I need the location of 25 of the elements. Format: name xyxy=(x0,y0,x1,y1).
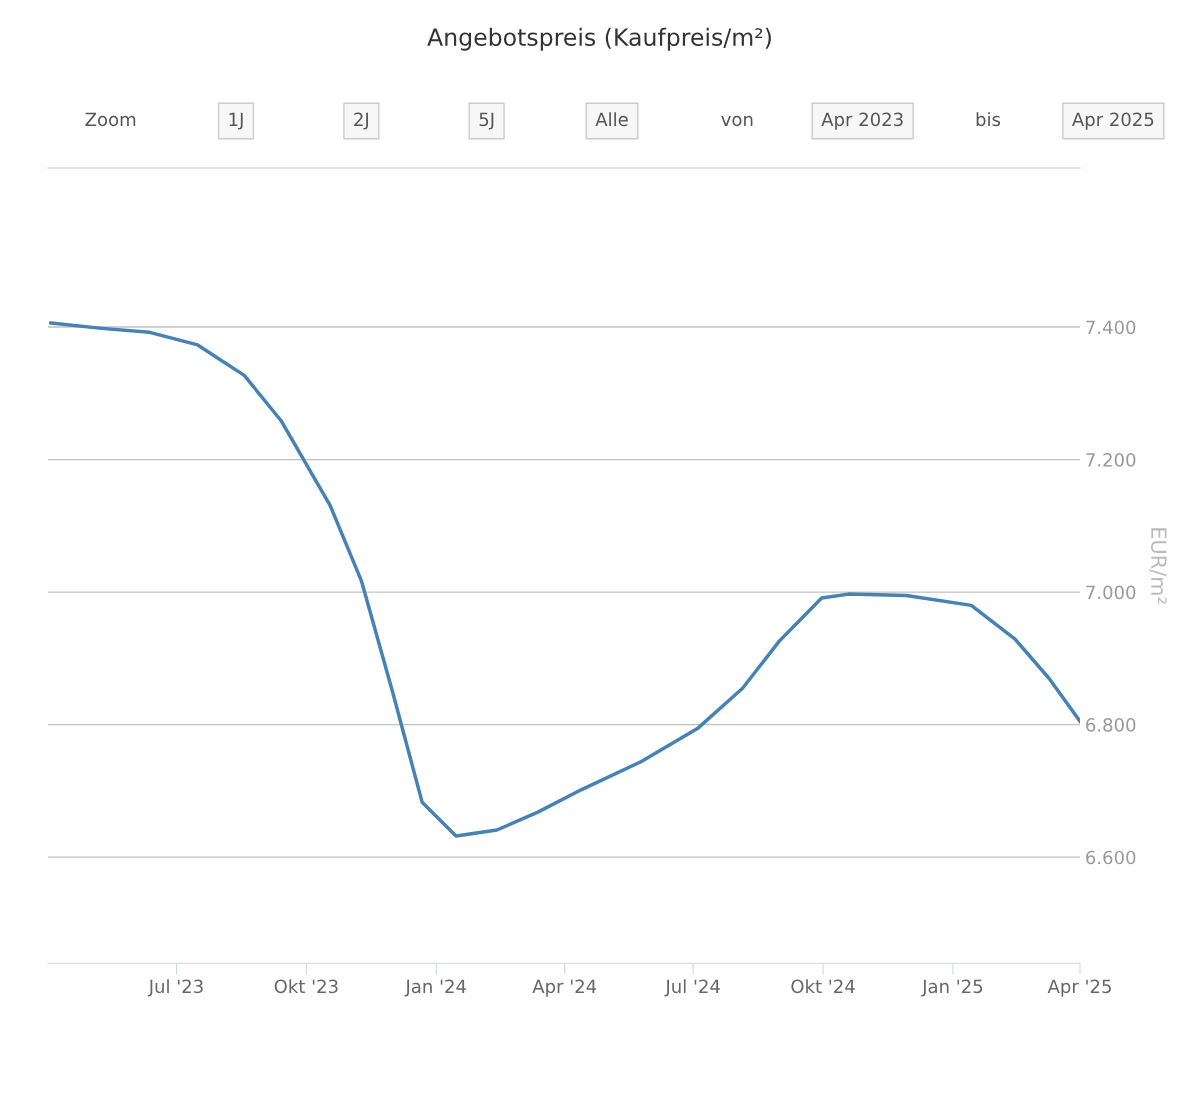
text: Alle xyxy=(595,112,628,127)
x-tick-label: Okt '23 xyxy=(274,979,338,994)
text: 1J xyxy=(229,112,243,130)
x-tick-label: Apr '24 xyxy=(532,979,597,997)
line-series xyxy=(49,321,1080,838)
y-tick-label: 6.800 xyxy=(1086,718,1136,732)
text: 2J xyxy=(354,112,368,130)
x-tick-label: Okt '24 xyxy=(791,979,855,994)
x-tick-label: Apr '25 xyxy=(1047,979,1111,997)
y-tick-label: 7.000 xyxy=(1086,585,1136,600)
text: 5J xyxy=(479,112,494,130)
y-tick-label: 6.600 xyxy=(1086,850,1136,865)
y-tick-label: 7.400 xyxy=(1086,320,1136,335)
chart-title: Angebotspreis (Kaufpreis/m²) xyxy=(427,27,771,51)
y-tick-label: 7.200 xyxy=(1086,453,1136,467)
text: Apr 2023 xyxy=(821,112,903,130)
text: Zoom xyxy=(85,112,136,127)
x-tick-label: Jan '25 xyxy=(921,979,983,997)
x-tick-label: Jan '24 xyxy=(404,979,466,997)
text: bis xyxy=(976,112,1001,127)
text: von xyxy=(721,115,753,127)
y-axis-title: EUR/m² xyxy=(1149,528,1167,604)
x-tick-label: Jul '23 xyxy=(147,979,203,997)
text: Apr 2025 xyxy=(1072,112,1154,130)
x-tick-label: Jul '24 xyxy=(664,979,720,997)
